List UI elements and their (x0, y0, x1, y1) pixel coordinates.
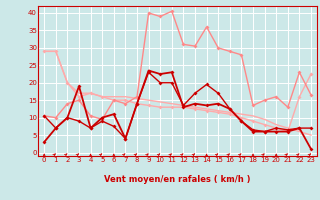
X-axis label: Vent moyen/en rafales ( km/h ): Vent moyen/en rafales ( km/h ) (104, 174, 251, 184)
